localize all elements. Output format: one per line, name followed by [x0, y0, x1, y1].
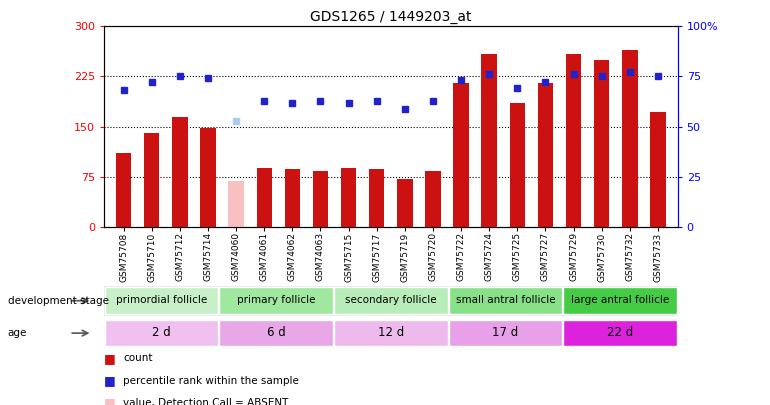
- Bar: [594, 60, 609, 227]
- Text: 6 d: 6 d: [266, 326, 286, 339]
- Bar: [334, 320, 447, 347]
- Text: development stage: development stage: [8, 296, 109, 306]
- Text: large antral follicle: large antral follicle: [571, 295, 669, 305]
- Bar: [510, 103, 525, 227]
- Text: age: age: [8, 328, 27, 338]
- Bar: [219, 288, 333, 314]
- Bar: [105, 320, 218, 347]
- Bar: [219, 320, 333, 347]
- Text: ■: ■: [104, 352, 115, 365]
- Text: count: count: [123, 354, 152, 363]
- Title: GDS1265 / 1449203_at: GDS1265 / 1449203_at: [310, 10, 471, 24]
- Bar: [341, 168, 357, 227]
- Bar: [454, 83, 469, 227]
- Bar: [116, 153, 132, 227]
- Text: 2 d: 2 d: [152, 326, 171, 339]
- Bar: [397, 179, 413, 227]
- Text: secondary follicle: secondary follicle: [345, 295, 437, 305]
- Bar: [564, 288, 677, 314]
- Text: ■: ■: [104, 374, 115, 387]
- Text: 17 d: 17 d: [492, 326, 519, 339]
- Text: ■: ■: [104, 396, 115, 405]
- Bar: [481, 54, 497, 227]
- Bar: [334, 288, 447, 314]
- Text: 12 d: 12 d: [377, 326, 404, 339]
- Bar: [425, 171, 440, 227]
- Bar: [200, 128, 216, 227]
- Bar: [313, 171, 328, 227]
- Bar: [105, 288, 218, 314]
- Bar: [650, 112, 665, 227]
- Text: 22 d: 22 d: [607, 326, 634, 339]
- Bar: [172, 117, 188, 227]
- Bar: [449, 288, 562, 314]
- Bar: [229, 181, 244, 227]
- Bar: [369, 169, 384, 227]
- Text: primary follicle: primary follicle: [237, 295, 315, 305]
- Bar: [144, 133, 159, 227]
- Text: percentile rank within the sample: percentile rank within the sample: [123, 376, 299, 386]
- Bar: [449, 320, 562, 347]
- Bar: [537, 83, 553, 227]
- Text: primordial follicle: primordial follicle: [116, 295, 207, 305]
- Bar: [256, 168, 272, 227]
- Bar: [285, 168, 300, 227]
- Bar: [566, 54, 581, 227]
- Text: small antral follicle: small antral follicle: [456, 295, 555, 305]
- Text: value, Detection Call = ABSENT: value, Detection Call = ABSENT: [123, 398, 289, 405]
- Bar: [622, 50, 638, 227]
- Bar: [564, 320, 677, 347]
